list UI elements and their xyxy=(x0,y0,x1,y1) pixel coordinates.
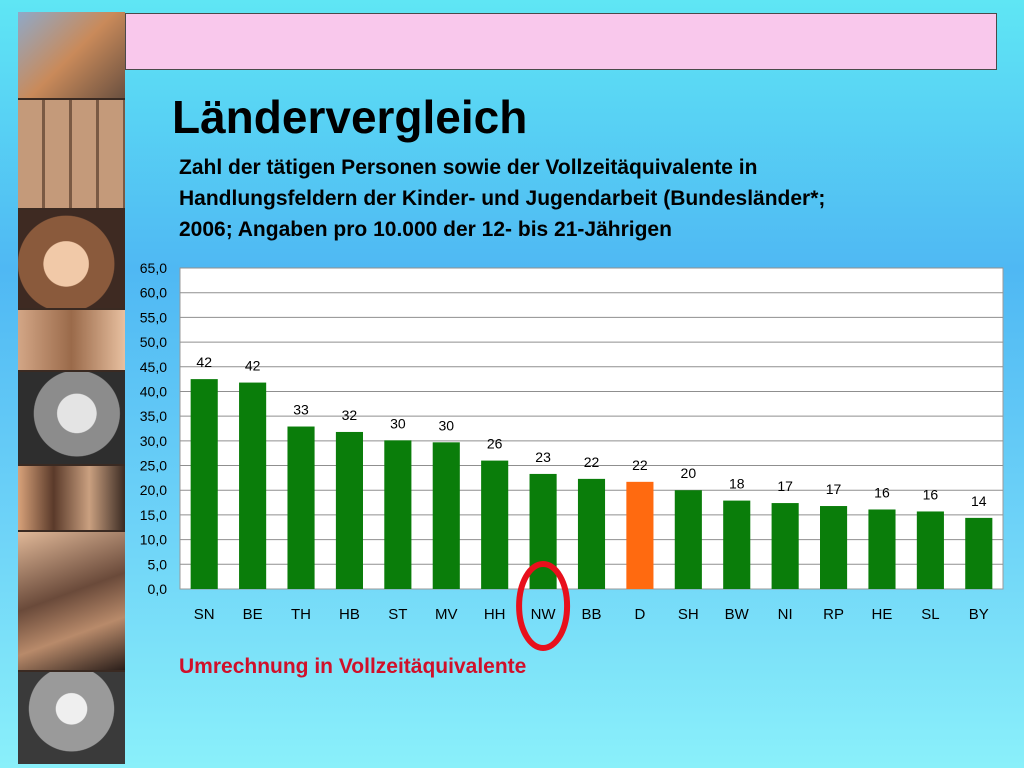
data-label: 26 xyxy=(487,436,503,452)
x-tick-label: RP xyxy=(823,606,844,623)
photo-boys-group xyxy=(18,310,125,370)
x-tick-label: NI xyxy=(778,606,793,623)
bar-by xyxy=(965,517,993,589)
data-label: 22 xyxy=(584,454,600,470)
x-tick-label: SN xyxy=(194,606,215,623)
bar-sh xyxy=(674,490,702,589)
data-label: 18 xyxy=(729,476,745,492)
bar-he xyxy=(868,509,896,589)
x-tick-label: D xyxy=(634,606,645,623)
y-tick-label: 5,0 xyxy=(148,556,168,572)
bar-d xyxy=(626,481,654,589)
header-banner xyxy=(125,13,997,70)
y-tick-label: 45,0 xyxy=(140,359,167,375)
photo-demonstration xyxy=(18,672,125,764)
slide-subtitle: Zahl der tätigen Personen sowie der Voll… xyxy=(179,152,979,245)
x-tick-label: TH xyxy=(291,606,311,623)
y-tick-label: 30,0 xyxy=(140,433,167,449)
subtitle-line: Zahl der tätigen Personen sowie der Voll… xyxy=(179,156,758,179)
x-tick-label: ST xyxy=(388,606,407,623)
data-label: 23 xyxy=(535,449,551,465)
y-tick-label: 25,0 xyxy=(140,458,167,474)
data-label: 20 xyxy=(681,465,697,481)
data-label: 42 xyxy=(196,354,212,370)
photo-girl-on-phone xyxy=(18,210,125,308)
subtitle-line: 2006; Angaben pro 10.000 der 12- bis 21-… xyxy=(179,218,672,241)
x-tick-label: SH xyxy=(678,606,699,623)
highlight-circle xyxy=(516,561,571,651)
data-label: 14 xyxy=(971,493,987,509)
bar-bw xyxy=(723,500,751,589)
y-tick-label: 65,0 xyxy=(140,260,167,276)
y-tick-label: 40,0 xyxy=(140,383,167,399)
photo-girl-portrait xyxy=(18,372,125,464)
y-tick-label: 20,0 xyxy=(140,482,167,498)
data-label: 30 xyxy=(390,415,406,431)
bar-bb xyxy=(577,478,606,589)
subtitle-line: Handlungsfeldern der Kinder- und Jugenda… xyxy=(179,187,826,210)
x-tick-label: SL xyxy=(921,606,939,623)
data-label: 16 xyxy=(923,486,939,502)
photo-children-playing xyxy=(18,12,125,98)
x-tick-label: HB xyxy=(339,606,360,623)
x-tick-label: BW xyxy=(725,606,750,623)
photo-teens-group xyxy=(18,466,125,530)
bar-th xyxy=(287,426,315,589)
data-label: 42 xyxy=(245,358,261,374)
photo-faces-grid xyxy=(18,100,125,208)
data-label: 17 xyxy=(826,481,842,497)
bar-be xyxy=(239,382,267,589)
x-tick-label: BE xyxy=(243,606,263,623)
x-tick-label: MV xyxy=(435,606,458,623)
x-tick-label: HE xyxy=(872,606,893,623)
y-tick-label: 50,0 xyxy=(140,334,167,350)
bar-rp xyxy=(820,506,848,589)
data-label: 30 xyxy=(438,417,454,433)
data-label: 32 xyxy=(342,407,358,423)
bar-nw xyxy=(529,473,557,589)
y-tick-label: 60,0 xyxy=(140,285,167,301)
y-tick-label: 35,0 xyxy=(140,408,167,424)
data-label: 33 xyxy=(293,402,309,418)
data-label: 22 xyxy=(632,457,648,473)
bar-sn xyxy=(190,379,218,589)
photo-youth-crowd xyxy=(18,532,125,670)
data-label: 16 xyxy=(874,484,890,500)
bar-sl xyxy=(916,511,944,589)
x-tick-label: HH xyxy=(484,606,506,623)
bar-mv xyxy=(432,442,460,589)
y-tick-label: 10,0 xyxy=(140,532,167,548)
bar-hb xyxy=(335,431,363,589)
x-tick-label: NW xyxy=(531,606,557,623)
data-label: 17 xyxy=(777,478,793,494)
y-tick-label: 55,0 xyxy=(140,309,167,325)
y-tick-label: 15,0 xyxy=(140,507,167,523)
bar-hh xyxy=(481,460,509,589)
photo-collage-strip xyxy=(18,12,125,764)
bar-st xyxy=(384,440,412,589)
footnote-fte-conversion: Umrechnung in Vollzeitäquivalente xyxy=(179,655,527,678)
x-tick-label: BY xyxy=(969,606,989,623)
y-tick-label: 0,0 xyxy=(148,581,168,597)
x-tick-label: BB xyxy=(581,606,601,623)
bar-ni xyxy=(771,503,799,589)
slide-title: Ländervergleich xyxy=(172,91,528,143)
